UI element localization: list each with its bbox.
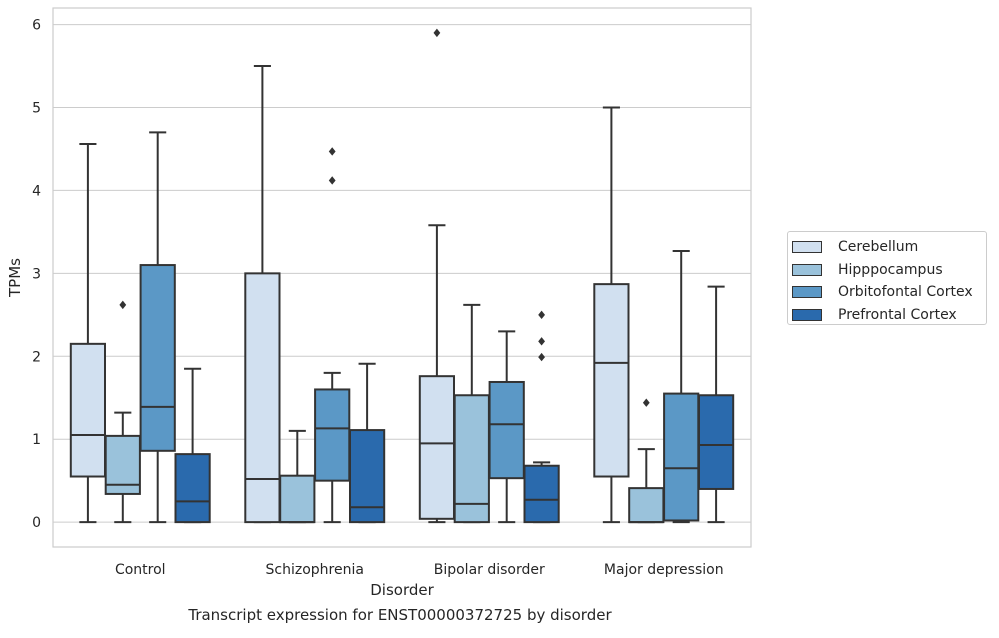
box-major-depression-hipppocampus-flier-0: [642, 398, 650, 407]
legend-label-orbitofontal-cortex: Orbitofontal Cortex: [838, 284, 973, 301]
box-bipolar-disorder-prefrontal-cortex-flier-2: [538, 310, 545, 320]
box-layer: [69, 28, 735, 524]
box-major-depression-orbitofontal-cortex-rect: [663, 392, 700, 522]
y-tick-label-5: 5: [32, 101, 41, 117]
box-bipolar-disorder-prefrontal-cortex-rect: [523, 464, 560, 524]
y-tick-label-4: 4: [32, 183, 41, 199]
y-tick-label-0: 0: [32, 515, 41, 531]
box-bipolar-disorder-prefrontal-cortex-flier-0: [538, 352, 545, 362]
chart-caption: Transcript expression for ENST0000037272…: [188, 606, 612, 624]
legend-swatch-prefrontal-cortex: [792, 308, 822, 321]
legend-label-hipppocampus: Hipppocampus: [838, 261, 943, 278]
legend-swatch-cerebellum: [792, 241, 822, 254]
legend: Cerebellum Hipppocampus Orbitofontal Cor…: [787, 231, 987, 325]
box-major-depression-prefrontal-cortex-rect: [697, 394, 735, 490]
plot-frame: [52, 7, 752, 548]
box-control-prefrontal-cortex-rect: [174, 453, 211, 524]
y-tick-label-6: 6: [32, 18, 41, 34]
y-tick-label-1: 1: [32, 432, 41, 448]
legend-label-cerebellum: Cerebellum: [838, 239, 919, 256]
box-bipolar-disorder-hipppocampus-rect: [453, 394, 490, 524]
x-tick-label-bipolar-disorder: Bipolar disorder: [434, 562, 545, 578]
x-tick-label-control: Control: [115, 562, 166, 578]
y-tick-label-2: 2: [32, 349, 41, 365]
box-schizophrenia-orbitofontal-cortex-flier-0: [328, 176, 336, 185]
box-schizophrenia-prefrontal-cortex-rect: [348, 429, 386, 524]
legend-item-orbitofontal-cortex: Orbitofontal Cortex: [792, 281, 986, 304]
box-bipolar-disorder-cerebellum-flier-0: [433, 28, 441, 38]
x-tick-label-major-depression: Major depression: [604, 562, 724, 578]
x-tick-label-schizophrenia: Schizophrenia: [266, 562, 364, 578]
box-control-orbitofontal-cortex-rect: [139, 264, 176, 452]
legend-item-hipppocampus: Hipppocampus: [792, 259, 986, 282]
axis-layer: 0 1 2 3 4 5 6 Control Schizophrenia Bipolar disor…: [6, 7, 752, 599]
box-bipolar-disorder-cerebellum-rect: [418, 375, 456, 520]
box-schizophrenia-cerebellum-rect: [244, 272, 281, 524]
legend-swatch-hipppocampus: [792, 263, 822, 276]
box-schizophrenia-orbitofontal-cortex-rect: [314, 388, 351, 482]
box-control-cerebellum-rect: [69, 342, 107, 478]
box-major-depression-hipppocampus-rect: [628, 487, 665, 524]
box-bipolar-disorder-prefrontal-cortex-flier-1: [538, 337, 545, 346]
legend-swatch-orbitofontal-cortex: [792, 286, 822, 299]
y-tick-label-3: 3: [32, 266, 41, 282]
box-bipolar-disorder-orbitofontal-cortex-rect: [488, 380, 525, 480]
box-schizophrenia-hipppocampus-rect: [279, 474, 316, 524]
box-major-depression-cerebellum-rect: [593, 283, 630, 478]
x-axis-label: Disorder: [370, 581, 434, 599]
box-schizophrenia-orbitofontal-cortex-flier-1: [328, 147, 336, 156]
legend-item-cerebellum: Cerebellum: [792, 236, 986, 259]
box-control-hipppocampus-flier-0: [119, 300, 127, 310]
legend-item-prefrontal-cortex: Prefrontal Cortex: [792, 304, 986, 327]
y-axis-label: TPMs: [6, 258, 24, 298]
legend-label-prefrontal-cortex: Prefrontal Cortex: [838, 306, 957, 323]
